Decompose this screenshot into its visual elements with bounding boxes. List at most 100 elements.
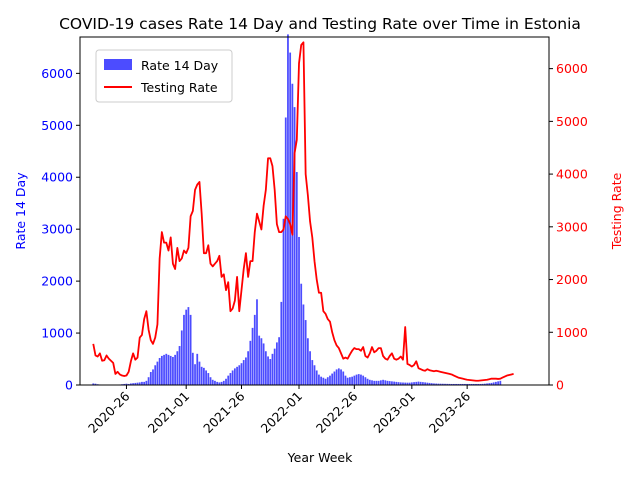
right-tick-label: 1000 — [556, 325, 588, 340]
bar — [207, 373, 210, 385]
bar — [183, 314, 185, 385]
bar — [349, 377, 351, 385]
bar — [466, 383, 469, 385]
bar — [344, 375, 347, 385]
bar — [464, 383, 466, 385]
bar — [145, 380, 148, 385]
bar — [174, 354, 177, 385]
bar — [158, 357, 161, 385]
bar — [125, 383, 128, 385]
bar — [141, 381, 143, 385]
bar — [233, 368, 236, 385]
bar — [198, 361, 201, 385]
bar — [211, 379, 214, 385]
bar — [176, 351, 179, 385]
bar — [262, 343, 265, 385]
bar — [395, 381, 398, 385]
bar — [189, 314, 192, 385]
bar — [214, 380, 216, 385]
bar — [375, 380, 378, 385]
bar — [448, 383, 451, 385]
bar — [278, 337, 280, 385]
bar — [251, 327, 254, 385]
bar — [426, 382, 429, 385]
bar — [218, 382, 221, 385]
bar — [402, 382, 404, 385]
bar — [205, 370, 207, 385]
bar — [282, 218, 285, 385]
bar — [355, 374, 358, 385]
right-tick-label: 3000 — [556, 219, 588, 234]
bar — [404, 382, 407, 385]
bar — [209, 377, 212, 385]
bar — [382, 379, 384, 385]
bar — [225, 378, 227, 385]
left-tick-label: 3000 — [41, 222, 73, 237]
bar — [444, 383, 446, 385]
bar — [322, 377, 325, 385]
bar — [284, 117, 287, 385]
bar — [273, 348, 276, 385]
x-tick-label: 2023-26 — [426, 388, 474, 436]
chart-title: COVID-19 cases Rate 14 Day and Testing R… — [59, 15, 581, 33]
bar — [313, 365, 316, 385]
bar — [152, 369, 154, 385]
x-tick-label: 2020-26 — [85, 388, 133, 436]
left-tick-label: 1000 — [41, 326, 73, 341]
bar — [329, 375, 331, 385]
bar — [276, 342, 278, 385]
left-tick-label: 2000 — [41, 274, 73, 289]
bar — [300, 283, 303, 385]
bar — [410, 382, 413, 385]
bar — [298, 236, 300, 385]
bar — [422, 382, 424, 385]
bar — [455, 383, 457, 385]
testing-rate-line — [92, 41, 514, 382]
bar — [326, 377, 329, 385]
left-tick-label: 6000 — [41, 66, 73, 81]
bar — [430, 383, 433, 385]
bar — [147, 377, 150, 385]
bar — [479, 383, 482, 385]
legend: Rate 14 Day Testing Rate — [95, 49, 233, 103]
bar — [470, 383, 473, 385]
left-y-axis-label: Rate 14 Day — [13, 172, 28, 250]
bar — [360, 374, 362, 385]
bar — [231, 370, 234, 385]
bar — [481, 383, 484, 385]
line-series-testing-rate — [92, 41, 514, 382]
x-axis-label: Year Week — [287, 450, 353, 465]
bar — [450, 383, 453, 385]
x-axis: 2020-26 2021-01 2021-26 2022-01 2022-26 2023-… — [85, 385, 473, 436]
bar — [136, 382, 139, 385]
left-tick-label: 4000 — [41, 170, 73, 185]
bar — [304, 320, 307, 385]
bar — [406, 382, 409, 385]
bar — [353, 375, 356, 385]
bar — [293, 107, 296, 386]
bar — [337, 368, 340, 385]
bar — [386, 380, 389, 385]
bar — [280, 301, 283, 385]
bar — [165, 353, 168, 385]
bar — [362, 375, 365, 385]
bar — [163, 354, 165, 385]
bar — [134, 382, 137, 385]
bar — [417, 381, 420, 385]
bar — [247, 351, 250, 385]
bar — [229, 373, 232, 385]
bar — [373, 380, 376, 385]
legend-bar-swatch — [104, 59, 132, 70]
bar — [318, 374, 320, 385]
x-tick-label: 2021-01 — [145, 389, 193, 437]
bar — [497, 381, 499, 385]
left-y-axis: 0 1000 2000 3000 4000 5000 6000 — [41, 66, 80, 393]
bar — [267, 356, 269, 385]
bar — [222, 380, 225, 385]
bar — [446, 383, 449, 385]
bar — [311, 360, 314, 385]
bar — [413, 382, 415, 385]
bar — [490, 382, 493, 385]
bar — [424, 382, 426, 385]
